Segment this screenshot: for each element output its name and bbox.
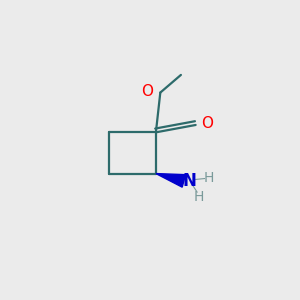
Text: O: O xyxy=(141,84,153,99)
Text: N: N xyxy=(183,172,197,190)
Text: H: H xyxy=(194,190,204,204)
Polygon shape xyxy=(156,174,185,187)
Text: O: O xyxy=(201,116,213,131)
Text: H: H xyxy=(204,171,214,185)
